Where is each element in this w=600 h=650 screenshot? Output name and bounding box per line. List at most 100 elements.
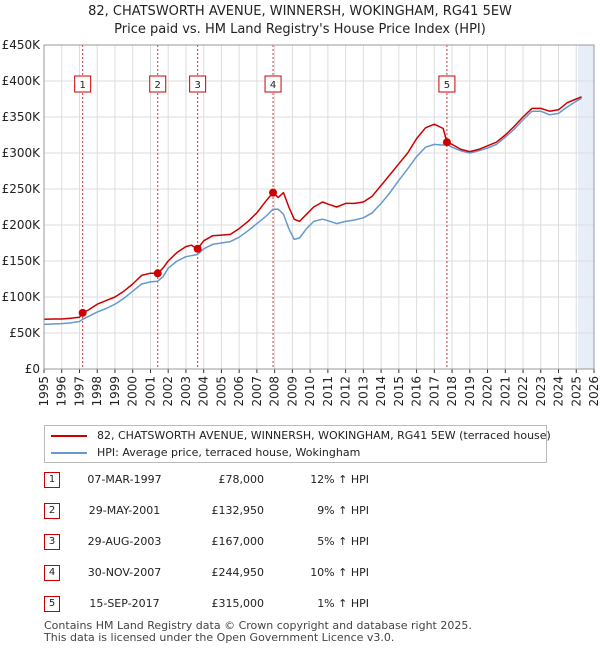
legend: 82, CHATSWORTH AVENUE, WINNERSH, WOKINGH… [44, 425, 551, 463]
x-tick-label: 2010 [303, 376, 317, 407]
sale-number-box [149, 75, 167, 93]
legend-item-hpi: HPI: Average price, terraced house, Woki… [51, 445, 360, 461]
plot-frame [43, 44, 595, 370]
sale-number-label: 3 [194, 80, 200, 91]
sale-number-badge: 1 [44, 472, 60, 488]
sale-number-box [74, 75, 92, 93]
sale-number-label: 5 [444, 80, 450, 91]
sale-price: £132,950 [211, 504, 265, 517]
x-tick-label: 2018 [445, 376, 459, 407]
sale-point [442, 138, 451, 147]
y-tick-label: £0 [25, 362, 40, 376]
x-tick-label: 2008 [268, 376, 282, 407]
footer-licence: This data is licensed under the Open Gov… [44, 631, 395, 644]
sale-date: 30-NOV-2007 [87, 566, 162, 579]
sale-number-label: 2 [155, 80, 161, 91]
plot-area [44, 45, 594, 369]
x-tick-label: 2013 [356, 376, 370, 407]
sale-number-box [189, 75, 207, 93]
sale-number-label: 4 [270, 80, 276, 91]
x-tick-label: 2017 [427, 376, 441, 407]
y-tick-label: £100K [2, 290, 42, 304]
sale-date: 07-MAR-1997 [87, 473, 162, 486]
x-tick-label: 2003 [179, 376, 193, 407]
sale-date: 15-SEP-2017 [89, 597, 160, 610]
x-tick-label: 2012 [339, 376, 353, 407]
x-tick-label: 1997 [72, 376, 86, 407]
y-tick-label: £350K [2, 110, 42, 124]
footer-copyright: Contains HM Land Registry data © Crown c… [44, 619, 472, 632]
sale-row: 3 29-AUG-2003 £167,000 5% ↑ HPI [44, 534, 444, 550]
sale-hpi-change: 9% ↑ HPI [317, 504, 369, 517]
x-tick-label: 2022 [516, 376, 530, 407]
price-chart: £0 £50K £100K £150K £200K £250K £300K £350K £400… [2, 38, 600, 407]
x-tick-label: 2005 [214, 376, 228, 407]
x-tick-label: 2000 [126, 376, 140, 407]
x-tick-label: 2025 [569, 376, 583, 407]
sale-hpi-change: 1% ↑ HPI [317, 597, 369, 610]
x-tick-label: 2007 [250, 376, 264, 407]
sale-point [153, 269, 162, 278]
future-band [578, 45, 594, 369]
legend-line-blue [51, 452, 87, 454]
sale-price: £78,000 [218, 473, 265, 486]
legend-line-red [51, 435, 87, 437]
sale-number-box [438, 75, 456, 93]
sale-point [78, 308, 87, 317]
x-tick-label: 2026 [587, 376, 600, 407]
x-tick-label: 2015 [392, 376, 406, 407]
sale-number-badge: 3 [44, 534, 60, 550]
x-tick-label: 2016 [410, 376, 424, 407]
sale-number-box [264, 75, 282, 93]
x-tick-label: 2002 [161, 376, 175, 407]
x-tick-label: 2011 [321, 376, 335, 407]
chart-title-line2: Price paid vs. HM Land Registry's House … [114, 22, 486, 37]
sale-date: 29-MAY-2001 [88, 504, 161, 517]
sale-hpi-change: 12% ↑ HPI [310, 473, 369, 486]
sale-hpi-change: 5% ↑ HPI [317, 535, 369, 548]
footer: Contains HM Land Registry data © Crown c… [44, 620, 472, 644]
x-tick-label: 2023 [534, 376, 548, 407]
sale-number-label: 1 [79, 80, 85, 91]
legend-label-property: 82, CHATSWORTH AVENUE, WINNERSH, WOKINGH… [97, 429, 551, 442]
x-tick-label: 1995 [37, 376, 51, 407]
sale-row: 2 29-MAY-2001 £132,950 9% ↑ HPI [44, 503, 444, 519]
hpi-series-line [43, 97, 582, 326]
y-tick-label: £450K [2, 38, 42, 52]
sale-number-badge: 2 [44, 503, 60, 519]
x-tick-label: 2006 [232, 376, 246, 407]
sale-price: £167,000 [211, 535, 265, 548]
y-tick-label: £150K [2, 254, 42, 268]
x-tick-label: 2019 [463, 376, 477, 407]
legend-label-hpi: HPI: Average price, terraced house, Woki… [97, 446, 361, 459]
x-tick-label: 1996 [55, 376, 69, 407]
property-series-line [43, 96, 582, 321]
x-tick-label: 2001 [143, 376, 157, 407]
sale-hpi-change: 10% ↑ HPI [310, 566, 369, 579]
sale-number-badge: 5 [44, 596, 60, 612]
x-tick-label: 1999 [108, 376, 122, 407]
sale-price: £244,950 [211, 566, 265, 579]
sale-point [269, 188, 278, 197]
y-tick-label: £300K [2, 146, 42, 160]
sale-date: 29-AUG-2003 [87, 535, 162, 548]
y-tick-label: £200K [2, 218, 42, 232]
x-tick-label: 2021 [498, 376, 512, 407]
y-tick-label: £250K [2, 182, 42, 196]
legend-item-property: 82, CHATSWORTH AVENUE, WINNERSH, WOKINGH… [51, 428, 551, 444]
y-tick-label: £400K [2, 74, 42, 88]
sale-price: £315,000 [211, 597, 265, 610]
x-tick-label: 2004 [197, 376, 211, 407]
sale-row: 5 15-SEP-2017 £315,000 1% ↑ HPI [44, 596, 444, 612]
x-tick-label: 2014 [374, 376, 388, 407]
sale-point [193, 244, 202, 253]
x-tick-label: 2009 [285, 376, 299, 407]
sale-row: 4 30-NOV-2007 £244,950 10% ↑ HPI [44, 565, 444, 581]
x-tick-label: 2024 [552, 376, 566, 407]
chart-title: 82, CHATSWORTH AVENUE, WINNERSH, WOKINGH… [0, 3, 600, 39]
x-tick-label: 2020 [481, 376, 495, 407]
sale-number-badge: 4 [44, 565, 60, 581]
y-tick-label: £50K [9, 326, 41, 340]
sale-row: 1 07-MAR-1997 £78,000 12% ↑ HPI [44, 472, 444, 488]
x-tick-label: 1998 [90, 376, 104, 407]
